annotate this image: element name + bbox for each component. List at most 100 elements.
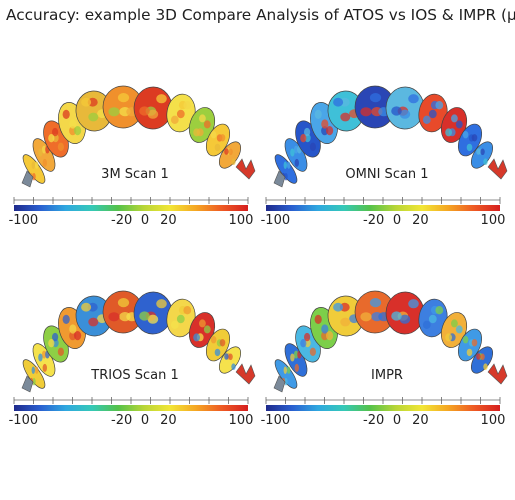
color-gradient xyxy=(266,205,500,211)
tooth-surface xyxy=(218,346,242,374)
deviation-patch xyxy=(326,126,334,136)
deviation-patch xyxy=(81,302,92,312)
scale-tick-label: -20 xyxy=(111,413,133,428)
deviation-patch xyxy=(369,298,382,308)
deviation-patch xyxy=(466,348,473,357)
deviation-patch xyxy=(52,332,59,342)
deviation-patch xyxy=(391,106,402,116)
deviation-patch xyxy=(290,353,295,362)
deviation-patch xyxy=(52,127,59,137)
color-gradient xyxy=(14,405,248,411)
deviation-patch xyxy=(321,324,329,334)
deviation-patch xyxy=(369,93,382,103)
deviation-patch xyxy=(422,115,431,124)
panel-label: IMPR xyxy=(371,368,403,383)
deviation-patch xyxy=(314,109,322,119)
tooth-surface xyxy=(274,154,298,184)
scale-bar xyxy=(265,397,501,411)
deviation-patch xyxy=(309,142,316,151)
scan-panel-omni: OMNI Scan 1 xyxy=(262,85,512,295)
deviation-patch xyxy=(435,306,444,315)
deviation-patch xyxy=(48,134,55,143)
scale-tick-label: 20 xyxy=(412,213,429,228)
deviation-patch xyxy=(31,366,35,374)
tooth-surface xyxy=(470,346,494,374)
dental-arch-heatmap xyxy=(273,290,508,393)
scale-tick-label: -20 xyxy=(363,413,385,428)
deviation-patch xyxy=(35,161,39,169)
panel-label: OMNI Scan 1 xyxy=(345,167,429,182)
deviation-patch xyxy=(408,299,419,309)
deviation-patch xyxy=(156,299,167,309)
deviation-patch xyxy=(32,378,36,386)
deviation-patch xyxy=(88,317,99,327)
deviation-patch xyxy=(210,336,217,344)
teeth-group xyxy=(21,290,256,393)
deviation-patch xyxy=(224,353,229,360)
deviation-patch xyxy=(231,158,236,165)
color-gradient xyxy=(266,405,500,411)
deviation-patch xyxy=(326,331,334,341)
color-scale: -100 -20 0 20 100 xyxy=(8,396,254,436)
tooth-surface xyxy=(22,359,46,389)
deviation-patch xyxy=(74,331,82,341)
deviation-patch xyxy=(333,97,344,107)
deviation-patch xyxy=(210,131,217,139)
tooth-surface xyxy=(470,141,494,169)
deviation-patch xyxy=(183,101,192,110)
color-scale: -100 -20 0 20 100 xyxy=(261,196,506,236)
scan-panel-impr: IMPR xyxy=(262,290,512,500)
deviation-patch xyxy=(219,134,226,142)
deviation-patch xyxy=(176,314,185,324)
deviation-patch xyxy=(231,363,236,370)
deviation-patch xyxy=(435,101,444,110)
scale-tick-label: -100 xyxy=(8,413,39,428)
deviation-patch xyxy=(340,112,351,122)
deviation-patch xyxy=(287,366,291,374)
deviation-patch xyxy=(480,353,485,361)
deviation-patch xyxy=(108,312,120,322)
deviation-patch xyxy=(428,109,437,119)
deviation-patch xyxy=(193,333,201,342)
deviation-patch xyxy=(314,314,322,324)
deviation-patch xyxy=(471,339,478,347)
deviation-patch xyxy=(483,158,488,165)
deviation-patch xyxy=(300,339,307,348)
deviation-patch xyxy=(455,325,463,334)
scale-tick-label: 100 xyxy=(228,413,254,428)
deviation-patch xyxy=(224,148,229,155)
deviation-patch xyxy=(445,128,452,137)
deviation-patch xyxy=(408,94,419,104)
deviation-patch xyxy=(321,119,329,129)
deviation-patch xyxy=(304,332,311,342)
deviation-patch xyxy=(399,109,411,119)
deviation-patch xyxy=(176,109,185,119)
deviation-patch xyxy=(480,148,485,156)
deviation-patch xyxy=(41,145,47,154)
scale-tick-label: 0 xyxy=(392,413,402,428)
deviation-patch xyxy=(42,363,47,372)
deviation-patch xyxy=(462,336,469,344)
deviation-patch xyxy=(62,109,70,119)
panel-label: TRIOS Scan 1 xyxy=(91,368,179,383)
scale-tick-label: -20 xyxy=(111,213,133,228)
dental-arch-heatmap xyxy=(21,85,256,188)
distal-fragment xyxy=(21,170,34,188)
deviation-patch xyxy=(340,317,351,327)
deviation-patch xyxy=(81,97,92,107)
teeth-group xyxy=(273,290,508,393)
scale-tick-label: 100 xyxy=(480,213,506,228)
tooth-surface xyxy=(274,359,298,389)
deviation-patch xyxy=(283,366,287,374)
deviation-patch xyxy=(203,120,211,129)
deviation-patch xyxy=(117,298,130,308)
deviation-patch xyxy=(214,143,221,152)
deviation-patch xyxy=(391,311,402,321)
deviation-patch xyxy=(41,350,47,359)
scale-bar xyxy=(13,197,249,211)
deviation-patch xyxy=(108,107,120,117)
tooth-surface xyxy=(218,141,242,169)
deviation-patch xyxy=(38,148,43,157)
distal-fragment xyxy=(235,158,256,180)
deviation-patch xyxy=(183,306,192,315)
